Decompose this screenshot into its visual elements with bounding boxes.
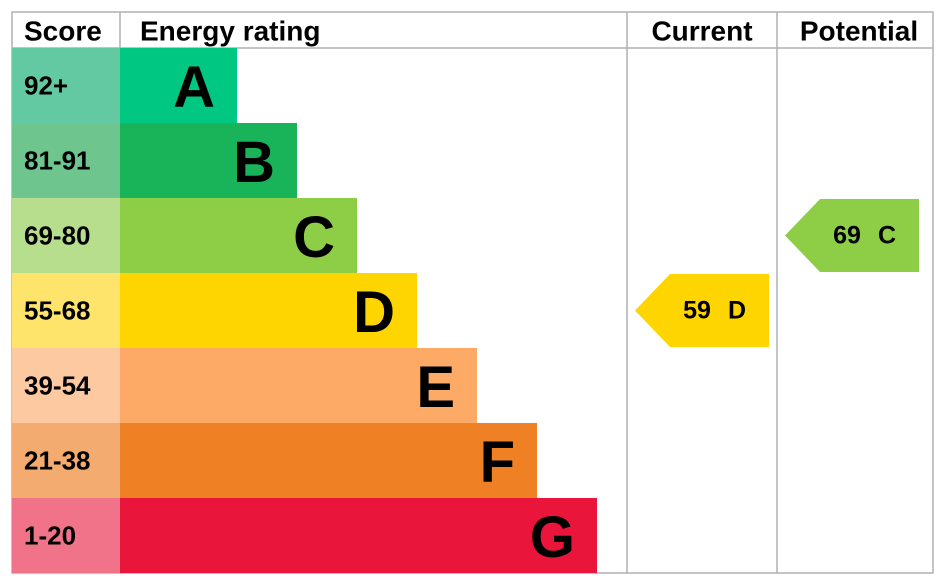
score-cell bbox=[12, 498, 120, 573]
rating-letter: E bbox=[416, 355, 455, 420]
rating-bar bbox=[120, 273, 417, 348]
rating-letter: F bbox=[480, 430, 515, 495]
rating-letter: A bbox=[173, 55, 215, 120]
score-label: 81-91 bbox=[24, 146, 91, 176]
header-potential: Potential bbox=[800, 16, 918, 47]
score-cell bbox=[12, 48, 120, 123]
header-current: Current bbox=[651, 16, 752, 47]
score-label: 39-54 bbox=[24, 371, 91, 401]
arrow-score: 59 bbox=[683, 297, 711, 325]
rating-bar bbox=[120, 498, 597, 573]
rating-bar bbox=[120, 123, 297, 198]
score-label: 21-38 bbox=[24, 446, 91, 476]
rating-arrow bbox=[635, 274, 769, 347]
score-label: 55-68 bbox=[24, 296, 91, 326]
score-cell bbox=[12, 273, 120, 348]
score-cell bbox=[12, 348, 120, 423]
header-rating: Energy rating bbox=[140, 16, 320, 47]
header-score: Score bbox=[24, 16, 102, 47]
rating-bar bbox=[120, 198, 357, 273]
rating-letter: C bbox=[293, 205, 335, 270]
arrow-score: 69 bbox=[833, 222, 861, 250]
rating-letter: D bbox=[353, 280, 395, 345]
score-cell bbox=[12, 198, 120, 273]
rating-arrow bbox=[785, 199, 919, 272]
rating-letter: B bbox=[233, 130, 275, 195]
arrow-rating: D bbox=[728, 297, 746, 325]
rating-bar bbox=[120, 348, 477, 423]
score-label: 1-20 bbox=[24, 521, 76, 551]
rating-letter: G bbox=[530, 505, 575, 570]
score-cell bbox=[12, 423, 120, 498]
rating-bar bbox=[120, 48, 237, 123]
rating-bar bbox=[120, 423, 537, 498]
score-label: 92+ bbox=[24, 71, 68, 101]
arrow-rating: C bbox=[878, 222, 896, 250]
score-label: 69-80 bbox=[24, 221, 91, 251]
score-cell bbox=[12, 123, 120, 198]
